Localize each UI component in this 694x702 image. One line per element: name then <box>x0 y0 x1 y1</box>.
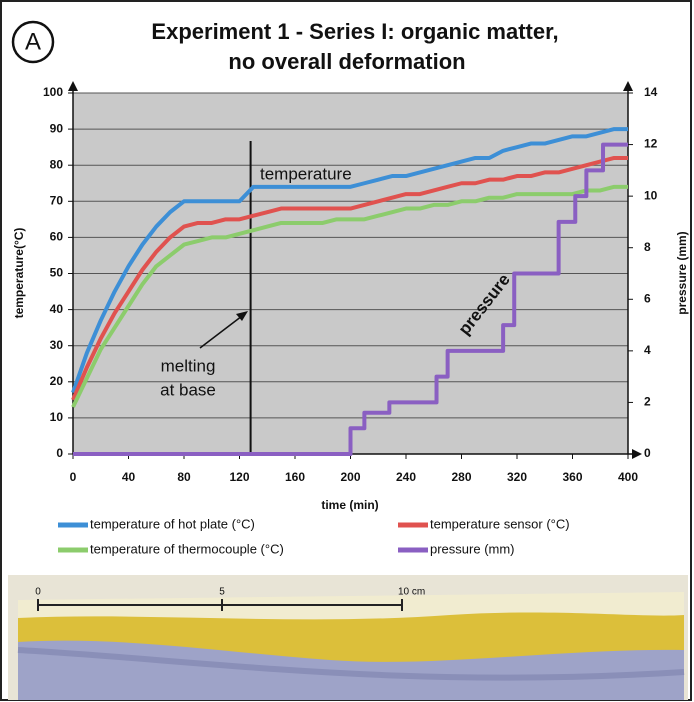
legend-label: temperature sensor (°C) <box>430 516 570 531</box>
y2-tick-label: 10 <box>644 188 658 202</box>
y2-tick-label: 0 <box>644 446 651 460</box>
series-line <box>71 184 628 408</box>
scale-label: 10 cm <box>398 587 425 598</box>
y2-tick-label: 2 <box>644 395 651 409</box>
series-line <box>71 127 628 394</box>
annotation-arrow <box>199 315 243 349</box>
annotation: melting <box>161 356 216 375</box>
y-tick-label: 90 <box>50 121 64 135</box>
y-tick-label: 40 <box>50 302 64 316</box>
chart-title: no overall deformation <box>228 49 465 74</box>
annotation: at base <box>160 380 216 399</box>
y2-tick-label: 14 <box>644 85 658 99</box>
y-tick-label: 50 <box>50 266 64 280</box>
x-tick-label: 0 <box>70 470 77 484</box>
y-axis-label: temperature(°C) <box>12 228 26 319</box>
y2-tick-label: 8 <box>644 240 651 254</box>
scale-label: 5 <box>219 587 225 598</box>
legend-label: temperature of thermocouple (°C) <box>90 541 284 556</box>
x-tick-label: 40 <box>122 470 136 484</box>
legend-label: pressure (mm) <box>430 541 515 556</box>
series-line <box>73 142 628 456</box>
x-tick-label: 400 <box>618 470 638 484</box>
x-tick-label: 240 <box>396 470 416 484</box>
y-tick-label: 30 <box>50 338 64 352</box>
y-tick-label: 0 <box>56 446 63 460</box>
x-tick-label: 360 <box>562 470 582 484</box>
x-axis-arrow <box>632 449 642 459</box>
x-tick-label: 160 <box>285 470 305 484</box>
x-tick-label: 320 <box>507 470 527 484</box>
y-axis-arrow <box>68 81 78 91</box>
y2-tick-label: 4 <box>644 343 651 357</box>
y2-tick-label: 6 <box>644 291 651 305</box>
scale-label: 0 <box>35 587 41 598</box>
legend-label: temperature of hot plate (°C) <box>90 516 255 531</box>
annotation: temperature <box>260 164 352 183</box>
x-tick-label: 80 <box>177 470 191 484</box>
x-tick-label: 280 <box>451 470 471 484</box>
chart-title: Experiment 1 - Series I: organic matter, <box>151 19 558 44</box>
y-tick-label: 70 <box>50 193 64 207</box>
y2-tick-label: 12 <box>644 137 658 151</box>
y-tick-label: 20 <box>50 374 64 388</box>
annotation-arrowhead <box>236 311 248 321</box>
y-tick-label: 80 <box>50 157 64 171</box>
y2-axis-arrow <box>623 81 633 91</box>
series-line <box>71 155 628 401</box>
y-tick-label: 60 <box>50 230 64 244</box>
panel-circle <box>11 20 55 64</box>
y-tick-label: 100 <box>43 85 63 99</box>
y-tick-label: 10 <box>50 410 64 424</box>
x-axis-label: time (min) <box>321 498 378 512</box>
y2-axis-label: pressure (mm) <box>675 231 689 314</box>
photo: 0 5 10 cm <box>8 575 688 700</box>
x-tick-label: 120 <box>229 470 249 484</box>
panel-label: A <box>25 28 41 55</box>
x-tick-label: 200 <box>340 470 360 484</box>
